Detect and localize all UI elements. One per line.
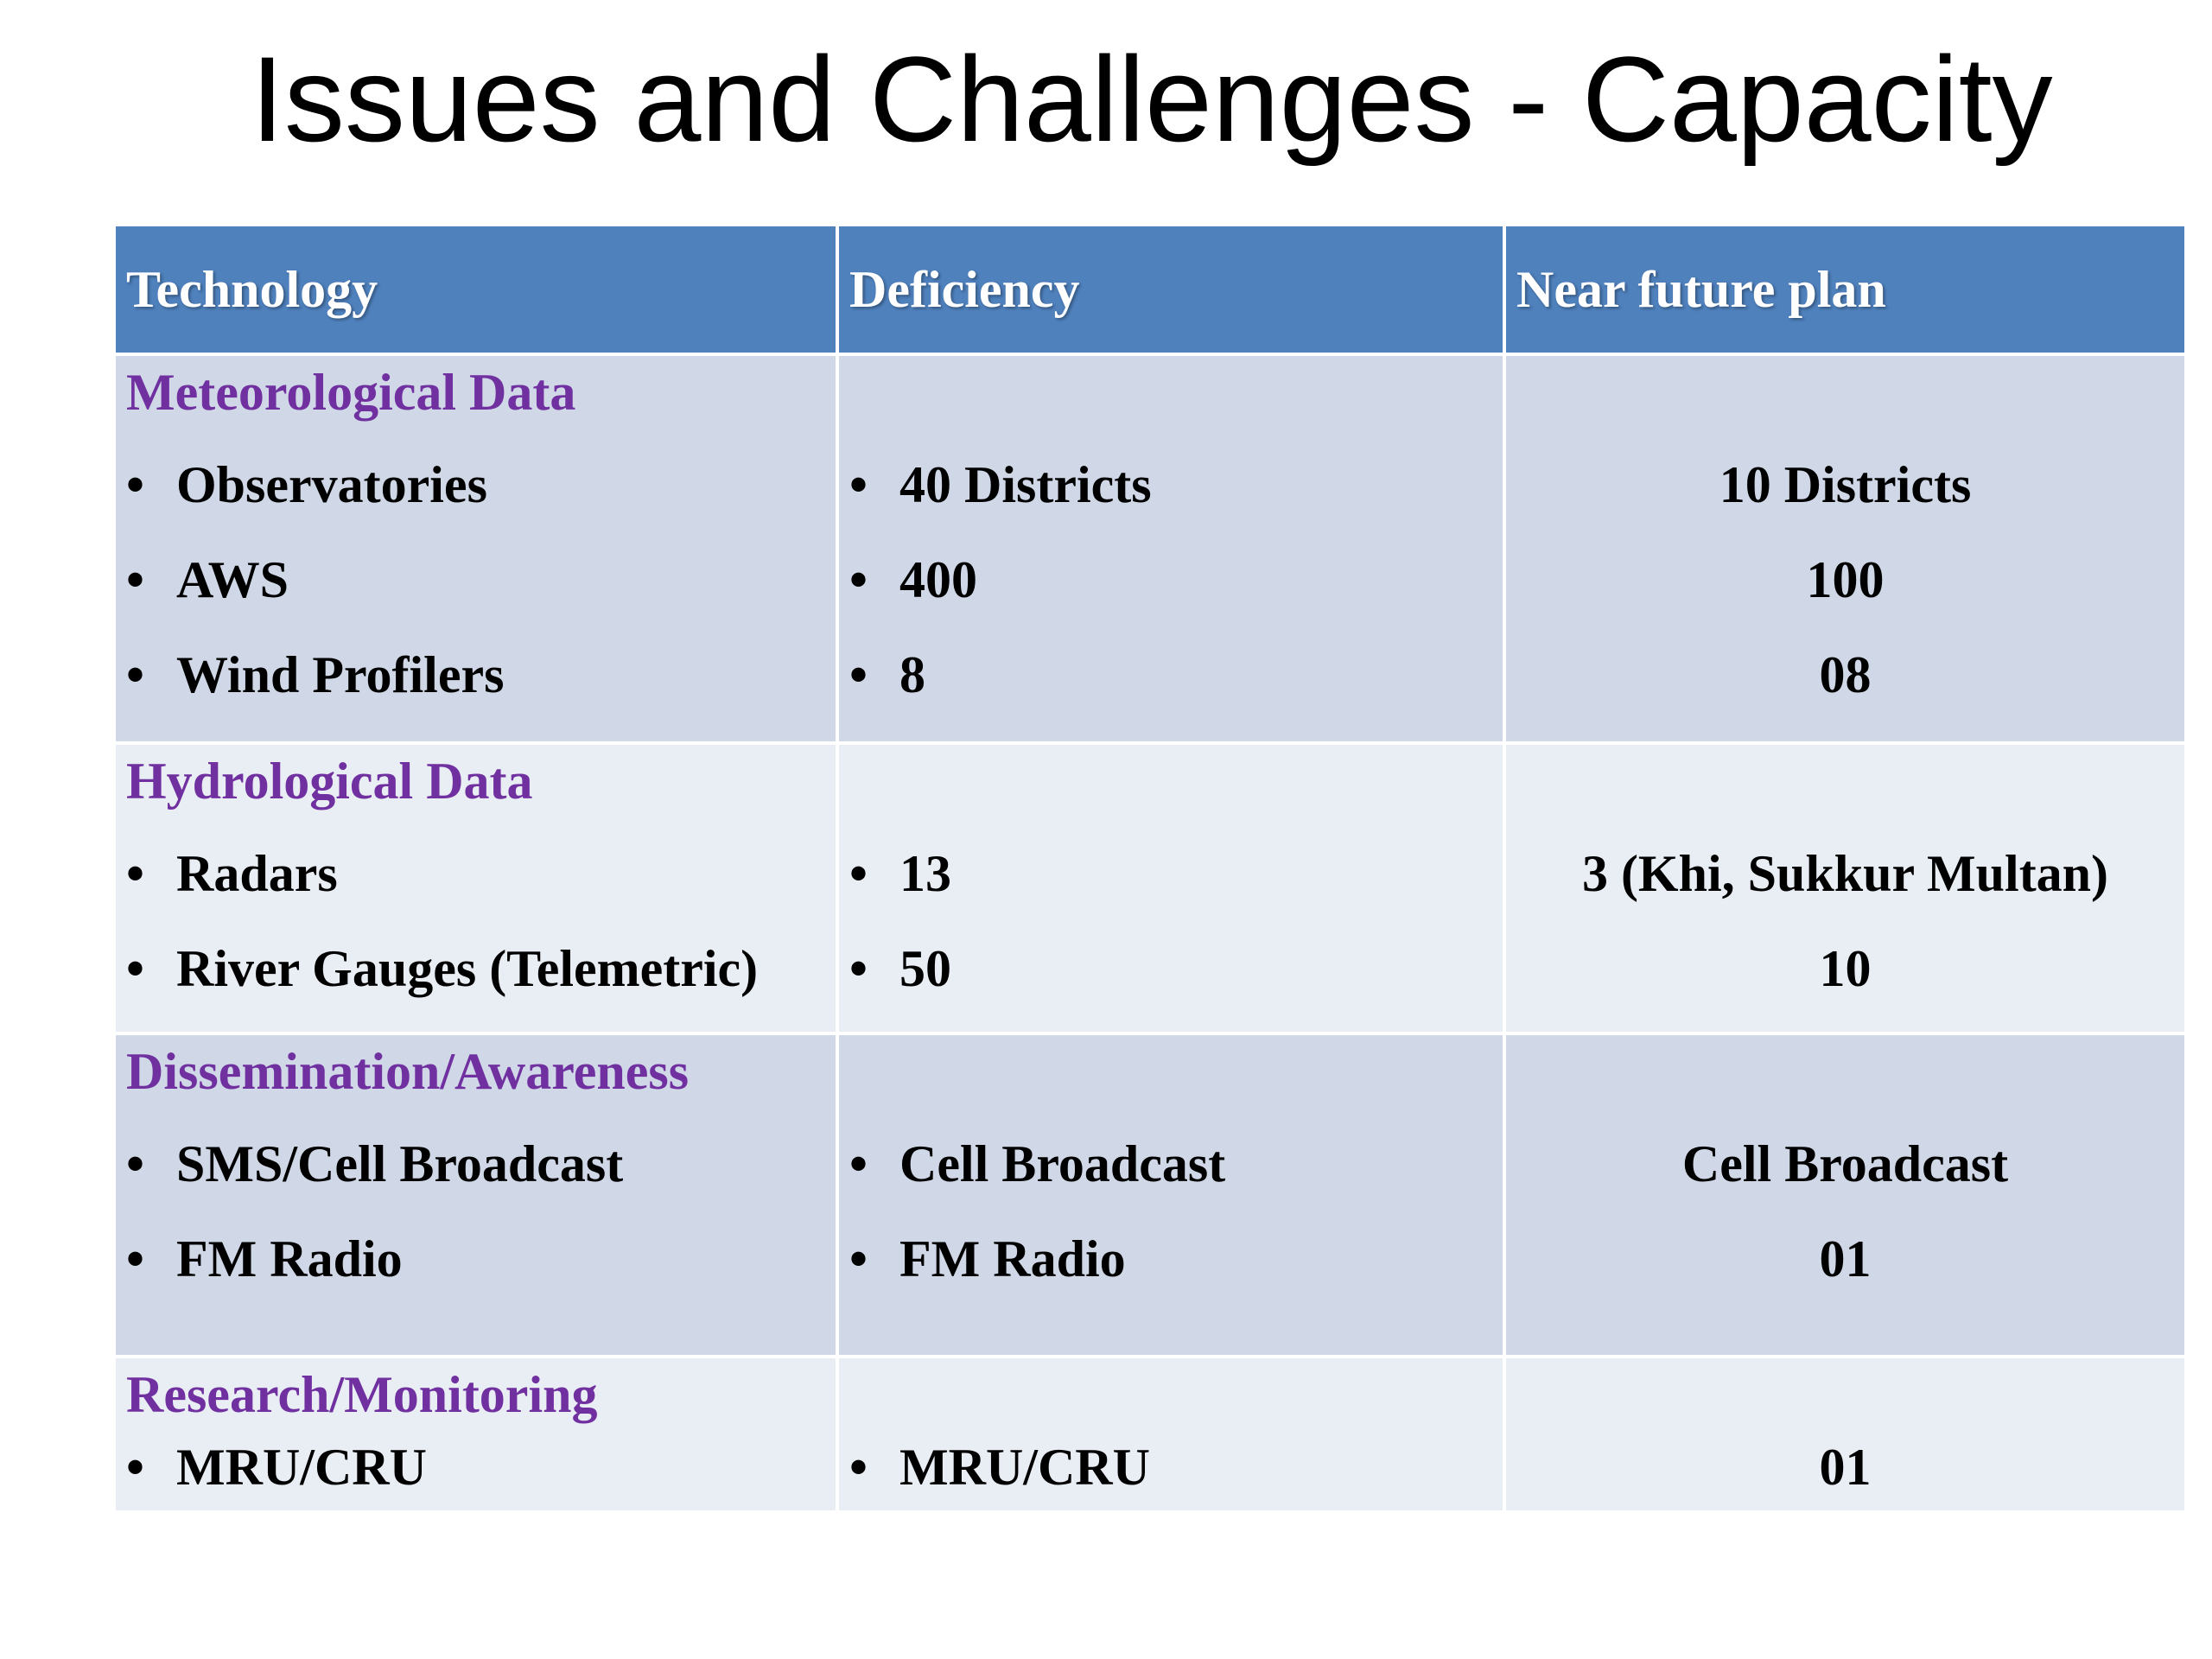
technology-item: • Radars (126, 845, 338, 902)
plan-cell: Cell Broadcast 01 (1503, 1032, 2188, 1358)
header-technology: Technology (112, 223, 839, 356)
technology-item: • MRU/CRU (126, 1439, 427, 1496)
header-deficiency: Deficiency (836, 223, 1506, 356)
section-heading: Hydrological Data (126, 753, 533, 810)
technology-item: • AWS (126, 551, 289, 608)
plan-item: 3 (Khi, Sukkur Multan) (1581, 845, 2109, 902)
technology-item: • River Gauges (Telemetric) (126, 940, 759, 997)
header-near-future-plan: Near future plan (1503, 223, 2188, 356)
deficiency-cell: • 13 • 50 (836, 741, 1506, 1035)
technology-cell: Dissemination/Awareness • SMS/Cell Broadc… (112, 1032, 839, 1358)
plan-item: 08 (1819, 646, 1872, 703)
technology-cell: Research/Monitoring • MRU/CRU (112, 1355, 839, 1514)
section-hydrological: Hydrological Data • Radars • River Gauges … (112, 741, 2188, 1035)
deficiency-item: • 8 (849, 646, 925, 703)
technology-cell: Meteorological Data • Observatories • AWS … (112, 353, 839, 745)
deficiency-item: • FM Radio (849, 1230, 1126, 1287)
technology-item: • Observatories (126, 456, 487, 513)
deficiency-item: • Cell Broadcast (849, 1135, 1226, 1192)
table-header-row: Technology Deficiency Near future plan (112, 223, 2188, 356)
plan-item: Cell Broadcast (1681, 1135, 2009, 1192)
section-dissemination: Dissemination/Awareness • SMS/Cell Broadc… (112, 1032, 2188, 1358)
plan-cell: 01 (1503, 1355, 2188, 1514)
technology-item: • SMS/Cell Broadcast (126, 1135, 624, 1192)
plan-cell: 3 (Khi, Sukkur Multan) 10 (1503, 741, 2188, 1035)
plan-item: 10 (1819, 940, 1872, 997)
deficiency-item: • 400 (849, 551, 977, 608)
deficiency-cell: • Cell Broadcast • FM Radio (836, 1032, 1506, 1358)
deficiency-item: • 13 (849, 845, 951, 902)
deficiency-item: • 50 (849, 940, 951, 997)
section-heading: Research/Monitoring (126, 1366, 598, 1423)
deficiency-item: • MRU/CRU (849, 1439, 1150, 1496)
plan-cell: 10 Districts 100 08 (1503, 353, 2188, 745)
section-meteorological: Meteorological Data • Observatories • AWS … (112, 353, 2188, 745)
plan-item: 100 (1806, 551, 1885, 608)
technology-item: • Wind Profilers (126, 646, 505, 703)
technology-item: • FM Radio (126, 1230, 403, 1287)
section-heading: Dissemination/Awareness (126, 1043, 690, 1100)
deficiency-cell: • 40 Districts • 400 • 8 (836, 353, 1506, 745)
capacity-table: Technology Deficiency Near future plan M… (112, 223, 2188, 1514)
plan-item: 10 Districts (1719, 456, 1972, 513)
section-heading: Meteorological Data (126, 364, 576, 421)
technology-cell: Hydrological Data • Radars • River Gauges … (112, 741, 839, 1035)
deficiency-cell: • MRU/CRU (836, 1355, 1506, 1514)
section-research: Research/Monitoring • MRU/CRU • MRU/CRU 01 (112, 1355, 2188, 1514)
plan-item: 01 (1819, 1230, 1872, 1287)
deficiency-item: • 40 Districts (849, 456, 1152, 513)
plan-item: 01 (1819, 1439, 1872, 1496)
slide-title: Issues and Challenges - Capacity (251, 31, 2053, 167)
